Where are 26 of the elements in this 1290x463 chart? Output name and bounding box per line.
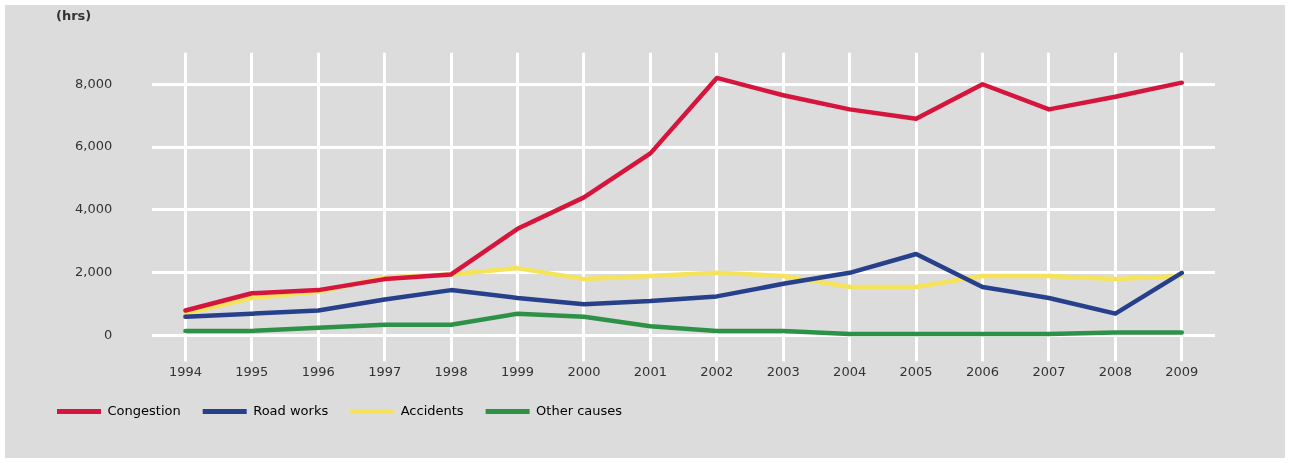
x-tick-label: 1997 xyxy=(368,363,402,379)
x-tick-label: 2009 xyxy=(1165,363,1199,379)
y-tick-label: 6,000 xyxy=(75,138,113,154)
x-tick-label: 2004 xyxy=(833,363,867,379)
x-tick-label: 1996 xyxy=(301,363,335,379)
y-axis-title: (hrs) xyxy=(55,7,92,23)
x-tick-label: 1999 xyxy=(501,363,535,379)
x-tick-label: 2003 xyxy=(766,363,800,379)
x-tick-label: 2006 xyxy=(965,363,1000,379)
y-tick-label: 4,000 xyxy=(75,201,113,217)
x-tick-label: 2002 xyxy=(700,363,734,379)
x-tick-label: 1998 xyxy=(434,363,468,379)
legend-label: Road works xyxy=(253,402,329,418)
legend-label: Other causes xyxy=(536,402,623,418)
x-tick-label: 2007 xyxy=(1032,363,1066,379)
x-tick-label: 2001 xyxy=(633,363,667,379)
x-tick-label: 1994 xyxy=(168,363,202,379)
x-tick-label: 2005 xyxy=(899,363,933,379)
y-tick-label: 0 xyxy=(103,327,113,343)
x-tick-label: 1995 xyxy=(235,363,269,379)
y-tick-label: 2,000 xyxy=(75,264,113,280)
x-tick-label: 2008 xyxy=(1098,363,1132,379)
y-tick-label: 8,000 xyxy=(75,75,113,91)
x-tick-label: 2000 xyxy=(567,363,601,379)
legend-label: Accidents xyxy=(400,402,464,418)
legend-label: Congestion xyxy=(107,402,181,418)
